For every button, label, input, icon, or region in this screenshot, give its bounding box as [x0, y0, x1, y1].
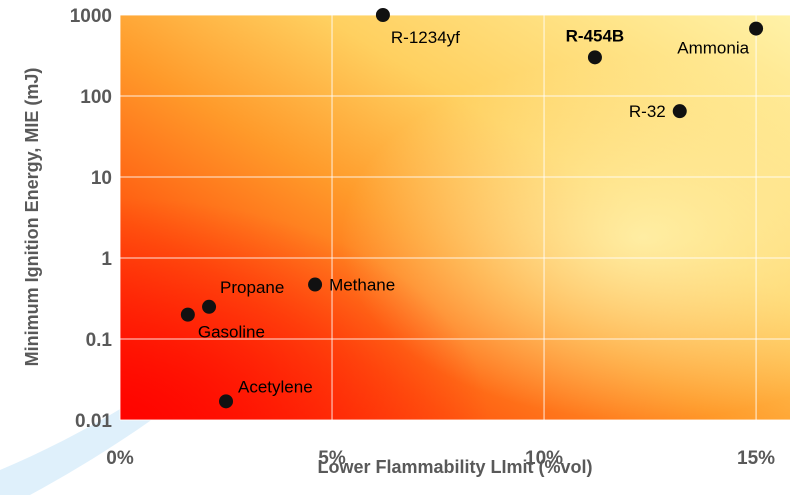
data-point-label: Acetylene — [238, 377, 313, 396]
data-point-label: Ammonia — [677, 39, 749, 58]
y-axis-title: Minimum Ignition Energy, MIE (mJ) — [22, 68, 42, 367]
y-axis-ticks: 0.01 0.1 1 10 100 1000 — [70, 6, 113, 432]
data-point — [219, 394, 234, 409]
data-point — [587, 50, 602, 65]
data-point-label: Propane — [220, 278, 284, 297]
plot-background-red-corner — [120, 15, 790, 420]
data-point — [375, 8, 390, 22]
y-tick-label: 0.1 — [86, 330, 113, 351]
x-axis-title: Lower Flammability LImit (%vol) — [317, 457, 592, 477]
data-point-label: Gasoline — [198, 323, 265, 342]
x-tick-label: 5% — [318, 448, 346, 469]
data-point — [308, 277, 323, 292]
x-tick-label: 10% — [525, 448, 563, 469]
data-points — [180, 8, 764, 409]
grid-lines — [119, 14, 790, 421]
x-tick-label: 0% — [106, 448, 134, 469]
plot-area: R-1234yf R-454B Ammonia R-32 Methane Propane G… — [119, 8, 790, 421]
data-point — [749, 21, 764, 36]
x-axis-ticks: 0% 5% 10% 15% — [106, 448, 775, 469]
data-point — [180, 307, 195, 322]
y-tick-label: 1000 — [70, 6, 112, 27]
y-tick-label: 10 — [91, 168, 112, 189]
x-tick-label: 15% — [737, 448, 775, 469]
y-tick-label: 0.01 — [75, 411, 112, 432]
data-point-label: R-32 — [629, 102, 666, 121]
data-point-label: Methane — [329, 276, 395, 295]
data-point-labels: R-1234yf R-454B Ammonia R-32 Methane Propane G… — [198, 26, 750, 396]
y-tick-label: 100 — [80, 87, 112, 108]
data-point — [202, 299, 217, 314]
data-point-label: R-454B — [566, 26, 625, 45]
data-point — [672, 104, 687, 119]
decorative-swoosh — [0, 250, 330, 495]
data-point-label: R-1234yf — [391, 28, 460, 47]
y-tick-label: 1 — [101, 249, 112, 270]
